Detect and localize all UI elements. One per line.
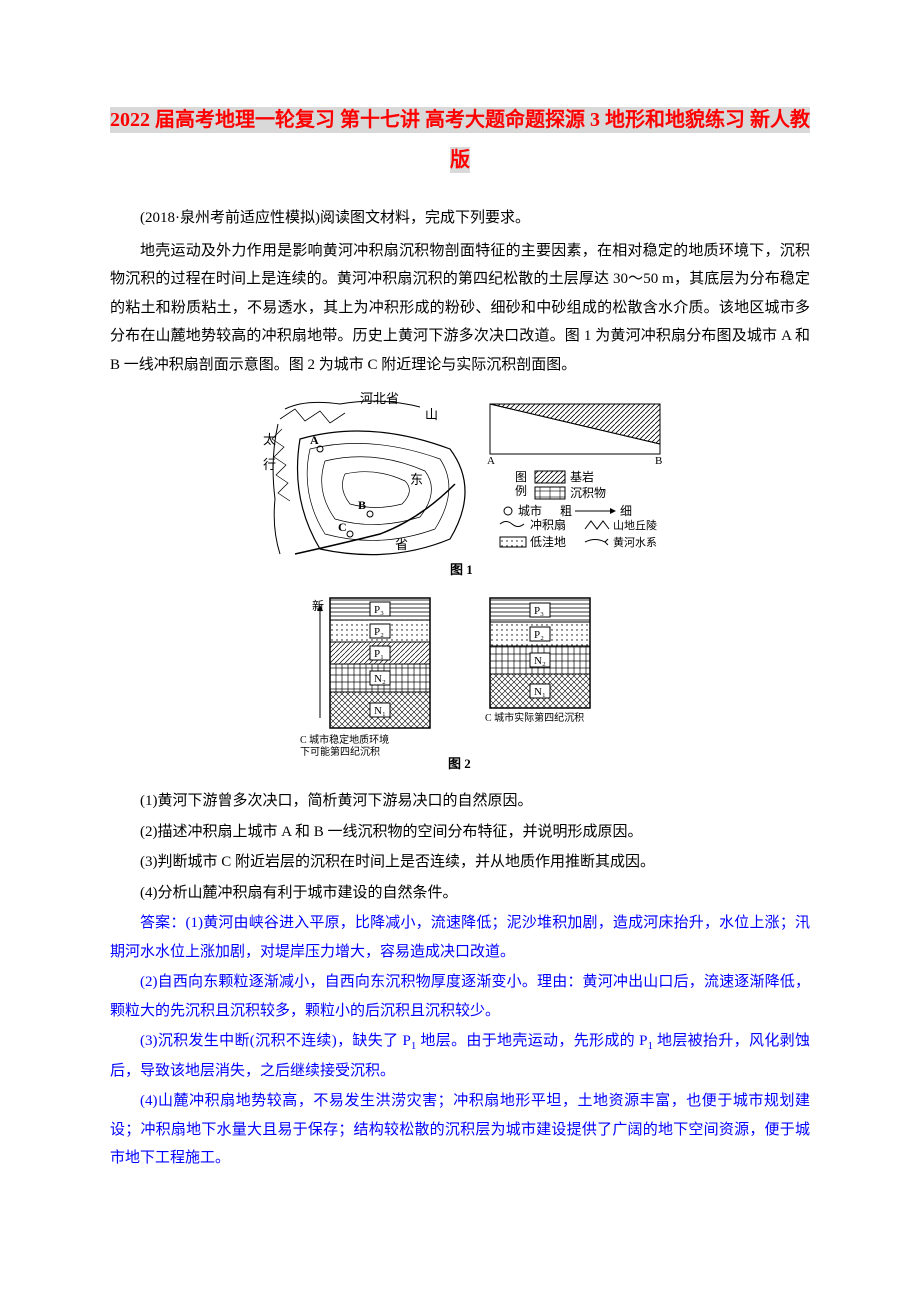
right-cap: C 城市实际第四纪沉积 [485, 711, 584, 724]
source-line: (2018·泉州考前适应性模拟)阅读图文材料，完成下列要求。 [110, 204, 810, 233]
label-A2: A [487, 455, 495, 467]
legend-deposit: 沉积物 [570, 486, 606, 500]
l-p1: P₁ [374, 648, 384, 660]
answer-4: (4)山麓冲积扇地势较高，不易发生洪涝灾害；冲积扇地形平坦，土地资源丰富，也便于… [110, 1087, 810, 1173]
label-c: C [338, 520, 347, 534]
label-b: B [358, 498, 366, 512]
question-1: (1)黄河下游曾多次决口，简析黄河下游易决口的自然原因。 [110, 787, 810, 816]
answer-label: 答案： [140, 915, 186, 931]
legend-title: 图 [515, 470, 527, 484]
label-hang: 行 [263, 457, 276, 472]
left-cap2: 下可能第四纪沉积 [300, 745, 380, 758]
r-p2: P₂ [534, 629, 544, 641]
legend-river: 黄河水系 [613, 535, 657, 549]
figure-1-svg: 河北省 太 行 山 东 省 A B C [250, 389, 670, 579]
legend-fan: 冲积扇 [530, 517, 566, 532]
answer-2: (2)自西向东颗粒逐渐减小，自西向东沉积物厚度逐渐变小。理由：黄河冲出山口后，流… [110, 968, 810, 1025]
l-n1: N₁ [374, 705, 386, 717]
label-dong: 东 [410, 472, 423, 487]
left-cap: C 城市稳定地质环境 [300, 733, 389, 746]
legend-city: 城市 [518, 503, 542, 518]
label-a: A [310, 433, 319, 447]
a3-pre: (3)沉积发生中断(沉积不连续)，缺失了 P [140, 1033, 411, 1049]
legend-fine: 细 [620, 504, 632, 518]
r-n2: N₂ [534, 655, 546, 667]
legend-bedrock: 基岩 [570, 469, 594, 484]
document-title: 2022 届高考地理一轮复习 第十七讲 高考大题命题探源 3 地形和地貌练习 新… [110, 100, 810, 180]
legend-title2: 例 [515, 484, 527, 498]
answer-1: 答案：(1)黄河由峡谷进入平原，比降减小，流速降低；泥沙堆积加剧，造成河床抬升，… [110, 909, 810, 966]
figure-1: 河北省 太 行 山 东 省 A B C [110, 389, 810, 579]
r-p3: P₃ [534, 605, 544, 617]
legend-coarse: 粗 [560, 504, 572, 518]
legend-lowland: 低洼地 [530, 535, 566, 549]
question-4: (4)分析山麓冲积扇有利于城市建设的自然条件。 [110, 879, 810, 908]
fig1-caption: 图 1 [450, 562, 473, 577]
l-n2: N₂ [374, 673, 386, 685]
question-3: (3)判断城市 C 附近岩层的沉积在时间上是否连续，并从地质作用推断其成因。 [110, 848, 810, 877]
a3-mid1: 地层。由于地壳运动，先形成的 P [416, 1033, 647, 1049]
intro-paragraph: 地壳运动及外力作用是影响黄河冲积扇沉积物剖面特征的主要因素，在相对稳定的地质环境… [110, 237, 810, 380]
figure-2-svg: 新 P₃ P₂ P₁ N₂ N₁ C 城市稳定地质环境 下可能第四纪沉积 [290, 593, 630, 773]
question-2: (2)描述冲积扇上城市 A 和 B 一线沉积物的空间分布特征，并说明形成原因。 [110, 818, 810, 847]
answer-3: (3)沉积发生中断(沉积不连续)，缺失了 P1 地层。由于地壳运动，先形成的 P… [110, 1027, 810, 1085]
title-text: 2022 届高考地理一轮复习 第十七讲 高考大题命题探源 3 地形和地貌练习 新… [110, 107, 810, 173]
label-new: 新 [312, 598, 324, 613]
answer-1-text: (1)黄河由峡谷进入平原，比降减小，流速降低；泥沙堆积加剧，造成河床抬升，水位上… [110, 915, 810, 960]
figure-2: 新 P₃ P₂ P₁ N₂ N₁ C 城市稳定地质环境 下可能第四纪沉积 [110, 593, 810, 773]
legend-hill: 山地丘陵 [613, 519, 657, 532]
label-tai: 太 [263, 432, 276, 447]
l-p2: P₂ [374, 626, 384, 638]
l-p3: P₃ [374, 604, 384, 616]
label-sheng: 省 [395, 537, 408, 552]
label-shan: 山 [425, 407, 438, 422]
r-n1: N₁ [534, 686, 546, 698]
label-B2: B [655, 455, 662, 467]
label-hebei: 河北省 [360, 391, 399, 406]
fig2-caption: 图 2 [448, 756, 471, 771]
